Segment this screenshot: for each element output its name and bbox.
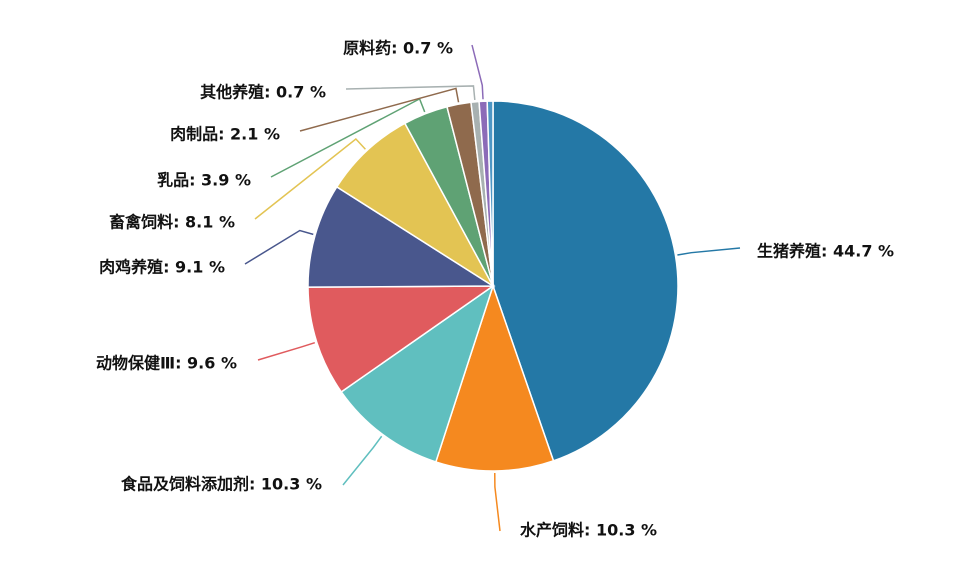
- leader-line-其他养殖: [345, 85, 476, 100]
- data-label-生猪养殖: 生猪养殖: 44.7 %: [757, 242, 894, 261]
- data-label-肉制品: 肉制品: 2.1 %: [170, 125, 280, 144]
- data-label-水产饲料: 水产饲料: 10.3 %: [520, 521, 657, 540]
- pie-slice-other[interactable]: [486, 100, 494, 287]
- pie-slice-食品及饲料添加剂[interactable]: [340, 284, 495, 463]
- data-label-动物保健-: 动物保健Ⅲ: 9.6 %: [96, 354, 237, 373]
- data-label-食品及饲料添加剂: 食品及饲料添加剂: 10.3 %: [120, 475, 322, 494]
- leader-line-水产饲料: [494, 472, 501, 532]
- leader-line-原料药: [471, 44, 484, 100]
- pie-slice-动物保健-[interactable]: [307, 285, 496, 393]
- leader-line-畜禽饲料: [254, 138, 366, 220]
- pie-slice-水产饲料[interactable]: [434, 283, 555, 472]
- leader-line-生猪养殖: [677, 247, 741, 256]
- leader-line-动物保健-: [257, 341, 316, 361]
- data-label-肉鸡养殖: 肉鸡养殖: 9.1 %: [99, 258, 225, 277]
- pie-slice-生猪养殖[interactable]: [492, 100, 679, 462]
- data-label-乳品: 乳品: 3.9 %: [157, 171, 251, 190]
- leader-line-肉鸡养殖: [244, 229, 314, 265]
- leader-line-食品及饲料添加剂: [342, 435, 383, 486]
- leader-line-肉制品: [299, 87, 460, 132]
- data-label-其他养殖: 其他养殖: 0.7 %: [200, 83, 326, 102]
- data-label-畜禽饲料: 畜禽饲料: 8.1 %: [109, 213, 235, 232]
- pie-slice-畜禽饲料[interactable]: [335, 122, 496, 289]
- data-label-原料药: 原料药: 0.7 %: [343, 39, 453, 58]
- pie-slice-肉鸡养殖[interactable]: [307, 185, 496, 288]
